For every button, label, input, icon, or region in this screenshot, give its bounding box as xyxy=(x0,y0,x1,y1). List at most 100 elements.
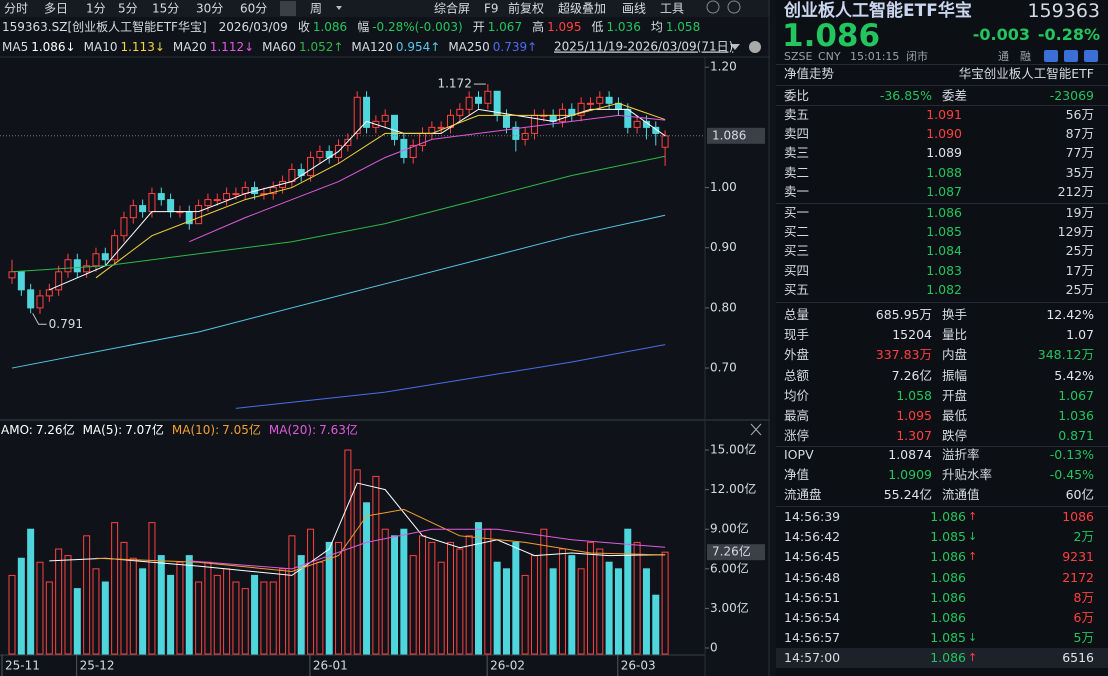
candle-body xyxy=(391,114,399,140)
badge[interactable]: 通 xyxy=(998,50,1009,63)
candle-body xyxy=(36,295,44,309)
ma-value: 0.739↑ xyxy=(493,40,537,54)
period-tab[interactable]: 30分 xyxy=(196,2,223,16)
market-info: CNY xyxy=(818,50,841,63)
book-label: 买四 xyxy=(784,262,810,278)
day-icon[interactable] xyxy=(280,1,296,16)
icon[interactable] xyxy=(1044,50,1058,62)
dropdown-icon[interactable] xyxy=(336,6,342,10)
tool-button[interactable]: 超级叠加 xyxy=(558,1,606,16)
close-icon[interactable] xyxy=(749,41,761,53)
tool-button[interactable]: F9 xyxy=(484,2,499,16)
volume-bar xyxy=(391,535,399,655)
stat-label: 量比 xyxy=(942,327,968,343)
stat-value: 60亿 xyxy=(1065,487,1094,502)
icon[interactable] xyxy=(706,0,720,14)
nav-title[interactable]: 净值走势 xyxy=(784,66,835,81)
date: 2026/03/09 xyxy=(219,20,288,34)
date-label: 25-11 xyxy=(5,659,40,673)
volume-bar xyxy=(307,528,315,655)
period-tab[interactable]: 分时 xyxy=(4,2,28,16)
candle-body xyxy=(437,126,445,129)
range-label[interactable]: 2025/11/19-2026/03/09(71日) xyxy=(554,40,733,54)
period-tab[interactable]: 多日 xyxy=(44,2,68,16)
candle-body xyxy=(316,150,324,158)
dropdown-icon[interactable] xyxy=(730,44,740,50)
low-label: 0.791 xyxy=(49,317,83,331)
book-label: 卖二 xyxy=(784,164,810,180)
volume-bar xyxy=(577,568,585,655)
date-label: 26-01 xyxy=(313,659,348,673)
volume-bar xyxy=(251,574,259,655)
trade-price: 1.085 xyxy=(930,529,966,545)
volume-tag-label: 7.26亿 xyxy=(712,544,751,559)
volume-bar xyxy=(568,555,576,655)
candle-body xyxy=(232,193,240,196)
candle-body xyxy=(381,114,389,122)
trade-price: 1.086 xyxy=(930,610,966,625)
legend-name: MA(5): xyxy=(83,423,123,437)
ma-name: MA5 xyxy=(2,40,28,54)
stat-label: 总额 xyxy=(784,367,810,383)
volume-bar xyxy=(475,522,482,655)
volume-bar xyxy=(437,561,445,655)
candle-body xyxy=(64,259,72,273)
tool-button[interactable]: 综合屏 xyxy=(434,1,470,16)
tool-button[interactable]: 前复权 xyxy=(508,1,544,16)
ma-legend: MA5 1.086↓ MA10 1.113↓ MA20 1.112↓ MA60 1.052↑ M… xyxy=(2,40,537,54)
y-tick-label: 0 xyxy=(710,641,718,655)
close-icon[interactable] xyxy=(750,423,762,436)
ma-name: MA10 xyxy=(84,40,118,54)
volume-bar xyxy=(176,561,184,655)
tool-button[interactable]: 画线 xyxy=(622,2,646,16)
period-tab[interactable]: 60分 xyxy=(240,2,267,16)
candle-body xyxy=(484,90,492,104)
trade-volume: 5万 xyxy=(1073,630,1094,646)
volume-bar xyxy=(111,522,119,655)
stat-label: 委差 xyxy=(942,88,968,103)
stat-value: 1.307 xyxy=(896,428,932,444)
volume-bar xyxy=(232,581,240,655)
volume-bar xyxy=(614,568,622,655)
stat-label: 换手 xyxy=(942,307,968,322)
book-price: 1.086 xyxy=(926,205,962,220)
last-price: 1.086 xyxy=(782,18,881,54)
tool-button[interactable]: 工具 xyxy=(660,2,684,16)
icon[interactable] xyxy=(1084,50,1098,62)
trade-time: 14:56:39 xyxy=(784,509,841,524)
period-tab[interactable]: 周 xyxy=(310,2,322,16)
period-tab[interactable]: 1分 xyxy=(86,2,106,16)
candle-body xyxy=(269,187,277,195)
y-tick-label: 1.00 xyxy=(710,180,737,194)
book-label: 买一 xyxy=(784,205,810,220)
field-label: 收 xyxy=(298,20,310,34)
ma-line xyxy=(235,344,666,409)
field-value: 1.067 xyxy=(488,20,522,34)
candle-body xyxy=(92,253,100,267)
y-tick-label: 9.00亿 xyxy=(710,521,749,536)
icon[interactable] xyxy=(727,0,741,14)
stat-value: -36.85% xyxy=(879,88,932,103)
volume-bar xyxy=(661,551,669,655)
stat-label: 升贴水率 xyxy=(942,467,993,482)
icon[interactable] xyxy=(1064,50,1078,62)
volume-tag xyxy=(707,544,765,561)
high-label: 1.172 xyxy=(437,77,471,91)
candle-body xyxy=(307,156,315,177)
volume-bar xyxy=(36,561,44,655)
market-info: 闭市 xyxy=(906,50,928,63)
chart-area: 分时 多日 1分 5分 15分 30分 60分 周 综合屏 F9 前复权 超级叠加 画线 工具 159363… xyxy=(0,0,770,676)
period-tab[interactable]: 15分 xyxy=(152,2,179,16)
badge[interactable]: 融 xyxy=(1020,50,1031,63)
date-label: 26-02 xyxy=(490,659,525,673)
stat-value: 7.26亿 xyxy=(891,367,932,383)
trade-volume: 1086 xyxy=(1062,509,1094,524)
y-tick-label: 3.00亿 xyxy=(710,600,749,615)
trade-time: 14:56:57 xyxy=(784,630,841,646)
field-label: 低 xyxy=(591,20,603,34)
stat-label: 跌停 xyxy=(942,428,968,444)
volume-ma-line xyxy=(95,508,666,572)
period-tab[interactable]: 5分 xyxy=(118,2,138,16)
candle-body xyxy=(353,96,361,134)
trade-volume: 6万 xyxy=(1073,610,1094,625)
